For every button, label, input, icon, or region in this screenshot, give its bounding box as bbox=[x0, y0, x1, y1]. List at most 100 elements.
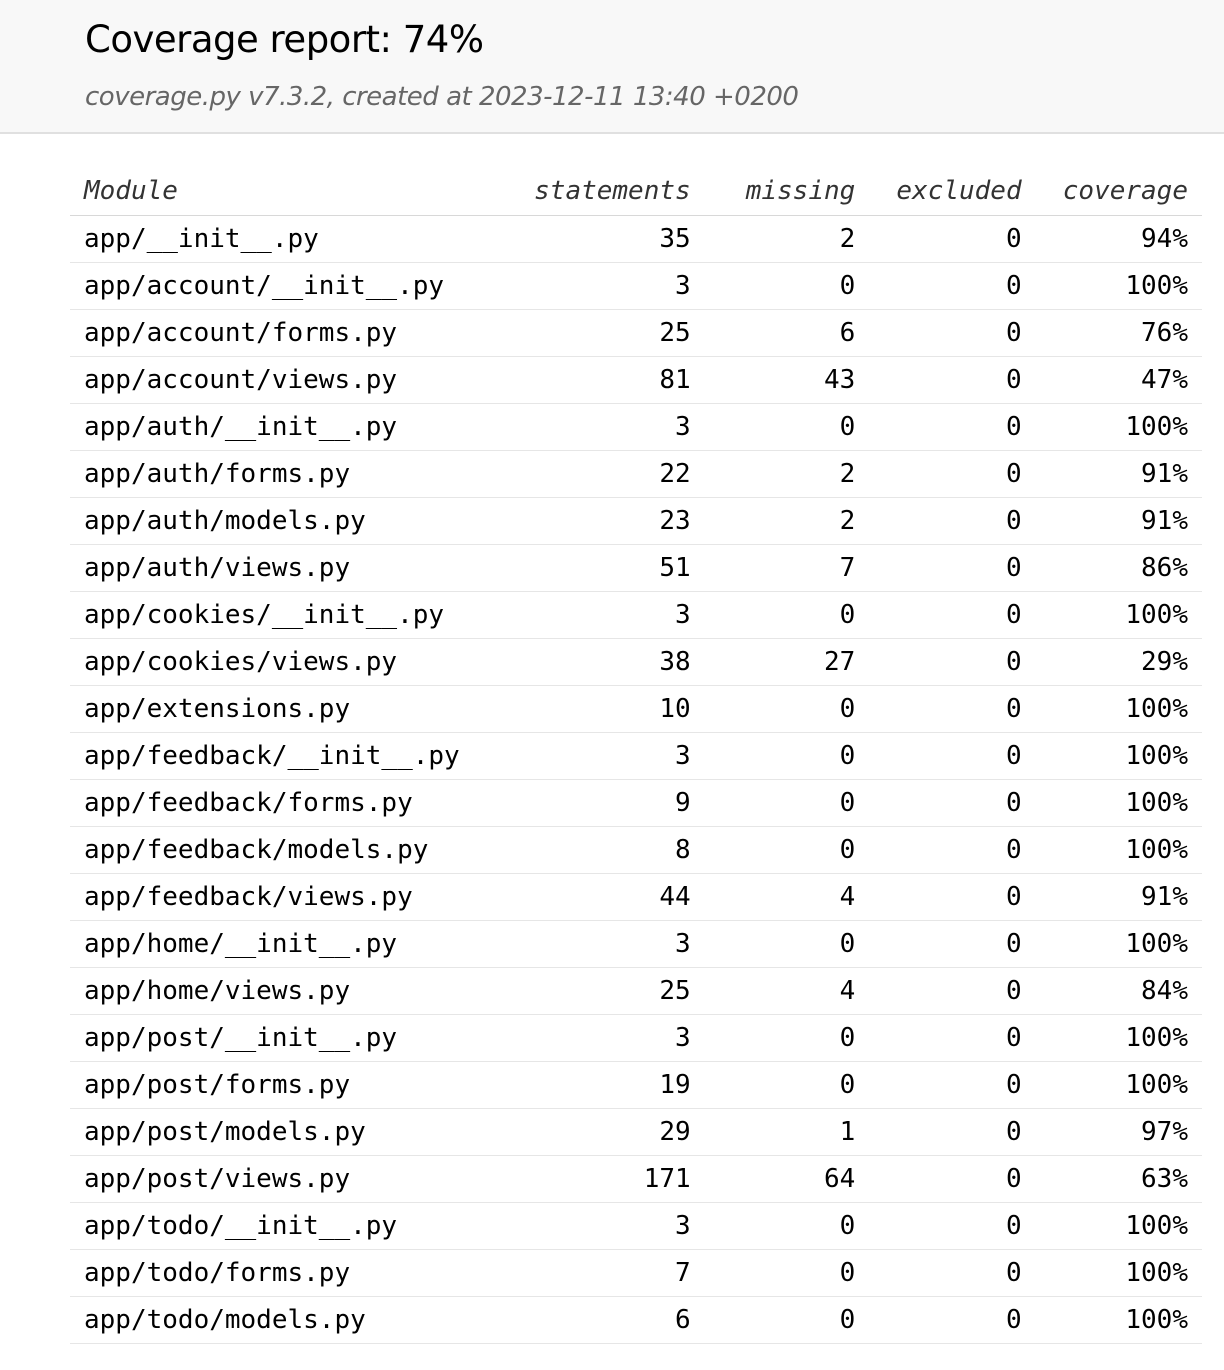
excluded-cell: 0 bbox=[869, 544, 1036, 592]
statements-cell: 38 bbox=[520, 638, 705, 686]
coverage-cell: 94% bbox=[1035, 215, 1202, 263]
table-row: app/account/__init__.py 3 0 0 100% bbox=[70, 262, 1202, 310]
missing-cell: 2 bbox=[704, 497, 870, 545]
statements-cell: 3 bbox=[520, 403, 705, 451]
excluded-cell: 0 bbox=[869, 1249, 1036, 1297]
module-name[interactable]: app/feedback/forms.py bbox=[70, 779, 521, 827]
excluded-cell: 0 bbox=[869, 1296, 1036, 1344]
missing-cell: 0 bbox=[704, 1249, 870, 1297]
statements-cell: 3 bbox=[520, 591, 705, 639]
statements-cell: 35 bbox=[520, 215, 705, 263]
column-header-missing[interactable]: missing bbox=[704, 168, 870, 216]
table-row: app/post/__init__.py 3 0 0 100% bbox=[70, 1014, 1202, 1062]
missing-cell: 6 bbox=[704, 309, 870, 357]
excluded-cell: 0 bbox=[869, 732, 1036, 780]
statements-cell: 25 bbox=[520, 967, 705, 1015]
missing-cell: 0 bbox=[704, 1202, 870, 1250]
statements-cell: 44 bbox=[520, 873, 705, 921]
statements-cell: 3 bbox=[520, 262, 705, 310]
module-name[interactable]: app/feedback/__init__.py bbox=[70, 732, 521, 780]
table-row: app/home/views.py 25 4 0 84% bbox=[70, 967, 1202, 1015]
coverage-cell: 100% bbox=[1035, 1202, 1202, 1250]
statements-cell: 9 bbox=[520, 779, 705, 827]
table-row: app/home/__init__.py 3 0 0 100% bbox=[70, 920, 1202, 968]
module-name[interactable]: app/auth/__init__.py bbox=[70, 403, 521, 451]
table-row: app/auth/views.py 51 7 0 86% bbox=[70, 544, 1202, 592]
excluded-cell: 0 bbox=[869, 497, 1036, 545]
statements-cell: 3 bbox=[520, 920, 705, 968]
statements-cell: 3 bbox=[520, 1014, 705, 1062]
column-header-statements[interactable]: statements bbox=[520, 168, 705, 216]
statements-cell: 171 bbox=[520, 1155, 705, 1203]
module-name[interactable]: app/post/views.py bbox=[70, 1155, 521, 1203]
coverage-table: Module statements missing excluded cover… bbox=[70, 168, 1202, 1344]
table-row: app/todo/models.py 6 0 0 100% bbox=[70, 1296, 1202, 1344]
table-row: app/account/views.py 81 43 0 47% bbox=[70, 356, 1202, 404]
excluded-cell: 0 bbox=[869, 920, 1036, 968]
table-row: app/auth/forms.py 22 2 0 91% bbox=[70, 450, 1202, 498]
module-name[interactable]: app/extensions.py bbox=[70, 685, 521, 733]
coverage-cell: 100% bbox=[1035, 1249, 1202, 1297]
missing-cell: 0 bbox=[704, 732, 870, 780]
coverage-cell: 100% bbox=[1035, 403, 1202, 451]
excluded-cell: 0 bbox=[869, 638, 1036, 686]
missing-cell: 1 bbox=[704, 1108, 870, 1156]
module-name[interactable]: app/todo/__init__.py bbox=[70, 1202, 521, 1250]
column-header-excluded[interactable]: excluded bbox=[869, 168, 1036, 216]
module-name[interactable]: app/account/__init__.py bbox=[70, 262, 521, 310]
module-name[interactable]: app/feedback/models.py bbox=[70, 826, 521, 874]
excluded-cell: 0 bbox=[869, 309, 1036, 357]
excluded-cell: 0 bbox=[869, 685, 1036, 733]
excluded-cell: 0 bbox=[869, 779, 1036, 827]
module-name[interactable]: app/todo/models.py bbox=[70, 1296, 521, 1344]
missing-cell: 0 bbox=[704, 779, 870, 827]
module-name[interactable]: app/feedback/views.py bbox=[70, 873, 521, 921]
module-name[interactable]: app/post/forms.py bbox=[70, 1061, 521, 1109]
missing-cell: 0 bbox=[704, 685, 870, 733]
statements-cell: 25 bbox=[520, 309, 705, 357]
coverage-cell: 100% bbox=[1035, 262, 1202, 310]
coverage-cell: 100% bbox=[1035, 1296, 1202, 1344]
statements-cell: 51 bbox=[520, 544, 705, 592]
statements-cell: 22 bbox=[520, 450, 705, 498]
missing-cell: 2 bbox=[704, 215, 870, 263]
excluded-cell: 0 bbox=[869, 450, 1036, 498]
module-name[interactable]: app/__init__.py bbox=[70, 215, 521, 263]
statements-cell: 29 bbox=[520, 1108, 705, 1156]
module-name[interactable]: app/home/__init__.py bbox=[70, 920, 521, 968]
column-header-module[interactable]: Module bbox=[70, 168, 521, 216]
table-row: app/post/views.py 171 64 0 63% bbox=[70, 1155, 1202, 1203]
statements-cell: 6 bbox=[520, 1296, 705, 1344]
module-name[interactable]: app/cookies/views.py bbox=[70, 638, 521, 686]
coverage-cell: 100% bbox=[1035, 779, 1202, 827]
coverage-cell: 100% bbox=[1035, 685, 1202, 733]
coverage-cell: 100% bbox=[1035, 732, 1202, 780]
table-row: app/post/forms.py 19 0 0 100% bbox=[70, 1061, 1202, 1109]
table-header-row: Module statements missing excluded cover… bbox=[70, 168, 1202, 216]
missing-cell: 0 bbox=[704, 1061, 870, 1109]
excluded-cell: 0 bbox=[869, 591, 1036, 639]
excluded-cell: 0 bbox=[869, 403, 1036, 451]
statements-cell: 3 bbox=[520, 732, 705, 780]
module-name[interactable]: app/auth/views.py bbox=[70, 544, 521, 592]
module-name[interactable]: app/auth/models.py bbox=[70, 497, 521, 545]
coverage-cell: 91% bbox=[1035, 873, 1202, 921]
module-name[interactable]: app/cookies/__init__.py bbox=[70, 591, 521, 639]
missing-cell: 4 bbox=[704, 873, 870, 921]
missing-cell: 0 bbox=[704, 591, 870, 639]
module-name[interactable]: app/account/views.py bbox=[70, 356, 521, 404]
module-name[interactable]: app/post/__init__.py bbox=[70, 1014, 521, 1062]
coverage-cell: 47% bbox=[1035, 356, 1202, 404]
missing-cell: 43 bbox=[704, 356, 870, 404]
excluded-cell: 0 bbox=[869, 1061, 1036, 1109]
missing-cell: 27 bbox=[704, 638, 870, 686]
module-name[interactable]: app/todo/forms.py bbox=[70, 1249, 521, 1297]
column-header-coverage[interactable]: coverage bbox=[1035, 168, 1202, 216]
missing-cell: 0 bbox=[704, 1296, 870, 1344]
module-name[interactable]: app/account/forms.py bbox=[70, 309, 521, 357]
module-name[interactable]: app/auth/forms.py bbox=[70, 450, 521, 498]
module-name[interactable]: app/post/models.py bbox=[70, 1108, 521, 1156]
table-row: app/todo/__init__.py 3 0 0 100% bbox=[70, 1202, 1202, 1250]
table-row: app/auth/models.py 23 2 0 91% bbox=[70, 497, 1202, 545]
module-name[interactable]: app/home/views.py bbox=[70, 967, 521, 1015]
